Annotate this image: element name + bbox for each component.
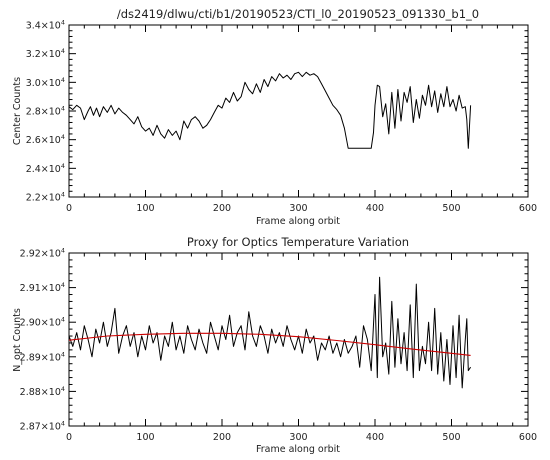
axis-ticks: 0 100 200 300 400 500 600 2.2×104 2.4×104 2.6×104… <box>26 19 537 215</box>
y-tick-label: 2.87×104 <box>20 420 65 433</box>
x-tick-label: 500 <box>442 432 460 443</box>
x-tick-label: 200 <box>213 432 231 443</box>
chart-n-opt-counts: Proxy for Optics Temperature Variation 0… <box>12 235 537 455</box>
x-tick-label: 400 <box>366 203 384 214</box>
x-tick-label: 600 <box>519 203 537 214</box>
y-tick-label: 3.4×104 <box>26 19 65 32</box>
y-tick-label: 2.90×104 <box>20 316 65 329</box>
chart-center-counts: /ds2419/dlwu/cti/b1/20190523/CTI_l0_2019… <box>12 7 537 227</box>
plot-frame <box>68 24 529 198</box>
y-tick-label: 2.2×104 <box>26 191 65 204</box>
x-tick-label: 100 <box>136 432 154 443</box>
x-tick-label: 200 <box>213 203 231 214</box>
y-tick-label: 2.8×104 <box>26 105 65 118</box>
x-axis-label: Frame along orbit <box>256 444 340 455</box>
axis-ticks: 0 100 200 300 400 500 600 2.87×104 2.88×104 2.89×… <box>20 247 537 444</box>
series-layer <box>68 276 472 389</box>
x-tick-label: 100 <box>136 203 154 214</box>
x-axis-label: Frame along orbit <box>256 216 340 227</box>
chart-title: /ds2419/dlwu/cti/b1/20190523/CTI_l0_2019… <box>117 7 479 21</box>
y-tick-label: 2.91×104 <box>20 281 65 294</box>
x-tick-label: 400 <box>366 432 384 443</box>
series-layer <box>68 71 472 149</box>
series-line-trend <box>68 332 471 356</box>
y-axis-label: Center Counts <box>12 77 23 145</box>
y-tick-label: 2.88×104 <box>20 385 65 398</box>
x-tick-label: 300 <box>289 203 307 214</box>
y-tick-label: 3.0×104 <box>26 76 65 89</box>
x-tick-label: 300 <box>289 432 307 443</box>
y-tick-label: 3.2×104 <box>26 47 65 60</box>
x-tick-label: 0 <box>66 432 72 443</box>
x-tick-label: 500 <box>442 203 460 214</box>
y-tick-label: 2.92×104 <box>20 247 65 260</box>
chart-title: Proxy for Optics Temperature Variation <box>187 235 409 249</box>
series-line-data <box>68 276 472 389</box>
series-line-data <box>68 71 472 149</box>
y-axis-label: N_opt Counts <box>12 308 23 372</box>
y-tick-label: 2.89×104 <box>20 350 65 363</box>
x-tick-label: 600 <box>519 432 537 443</box>
plot-frame <box>68 252 529 427</box>
y-tick-label: 2.6×104 <box>26 133 65 146</box>
x-tick-label: 0 <box>66 203 72 214</box>
y-tick-label: 2.4×104 <box>26 162 65 175</box>
